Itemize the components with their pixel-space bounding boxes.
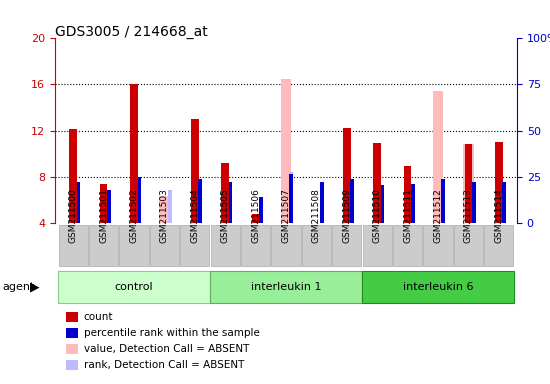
Bar [107,190,111,223]
FancyBboxPatch shape [271,225,301,266]
Text: rank, Detection Call = ABSENT: rank, Detection Call = ABSENT [84,360,244,370]
Text: GDS3005 / 214668_at: GDS3005 / 214668_at [55,25,208,39]
Bar [320,182,323,223]
Bar [495,142,503,223]
FancyBboxPatch shape [119,225,148,266]
Text: agent: agent [3,282,35,292]
Text: GSM211504: GSM211504 [190,189,199,243]
Text: GSM211508: GSM211508 [312,189,321,243]
Bar [259,197,263,223]
Text: GSM211512: GSM211512 [433,189,442,243]
Text: GSM211506: GSM211506 [251,189,260,243]
Text: ▶: ▶ [30,281,40,294]
Bar [229,182,232,223]
Bar [320,197,323,223]
Text: GSM211509: GSM211509 [342,189,351,243]
FancyBboxPatch shape [211,225,240,266]
Bar [252,214,260,223]
Text: GSM211507: GSM211507 [282,189,290,243]
FancyBboxPatch shape [58,271,210,303]
Bar [280,79,292,223]
Bar [465,144,472,223]
Bar [373,143,381,223]
FancyBboxPatch shape [362,271,514,303]
Bar [289,174,293,223]
Bar [130,84,138,223]
Text: GSM211510: GSM211510 [373,189,382,243]
Text: GSM211513: GSM211513 [464,189,473,243]
FancyBboxPatch shape [454,225,483,266]
FancyBboxPatch shape [210,271,362,303]
FancyBboxPatch shape [302,225,331,266]
Bar [199,179,202,223]
Bar [289,172,293,223]
Bar [472,182,476,223]
Bar [159,196,170,223]
Text: GSM211501: GSM211501 [99,189,108,243]
Text: control: control [115,282,153,292]
FancyBboxPatch shape [424,225,453,266]
Text: GSM211503: GSM211503 [160,189,169,243]
FancyBboxPatch shape [241,225,270,266]
Bar [350,179,354,223]
Text: value, Detection Call = ABSENT: value, Detection Call = ABSENT [84,344,249,354]
Bar [381,185,384,223]
Text: GSM211514: GSM211514 [494,189,503,243]
FancyBboxPatch shape [362,225,392,266]
FancyBboxPatch shape [332,225,361,266]
FancyBboxPatch shape [393,225,422,266]
Text: GSM211505: GSM211505 [221,189,230,243]
Text: count: count [84,312,113,322]
Text: interleukin 6: interleukin 6 [403,282,473,292]
Bar [433,91,443,223]
FancyBboxPatch shape [484,225,513,266]
Text: GSM211500: GSM211500 [69,189,78,243]
Text: GSM211511: GSM211511 [403,189,412,243]
FancyBboxPatch shape [180,225,210,266]
Bar [138,177,141,223]
FancyBboxPatch shape [59,225,88,266]
Bar [343,128,350,223]
Bar [191,119,199,223]
Text: interleukin 1: interleukin 1 [251,282,321,292]
Bar [168,190,172,223]
Bar [69,129,77,223]
Bar [77,182,80,223]
Bar [100,184,107,223]
Bar [222,163,229,223]
Text: percentile rank within the sample: percentile rank within the sample [84,328,260,338]
Bar [502,182,506,223]
Bar [404,166,411,223]
Text: GSM211502: GSM211502 [130,189,139,243]
FancyBboxPatch shape [89,225,118,266]
Bar [311,223,322,225]
Bar [411,184,415,223]
Bar [442,179,445,223]
Bar [463,144,474,223]
FancyBboxPatch shape [150,225,179,266]
